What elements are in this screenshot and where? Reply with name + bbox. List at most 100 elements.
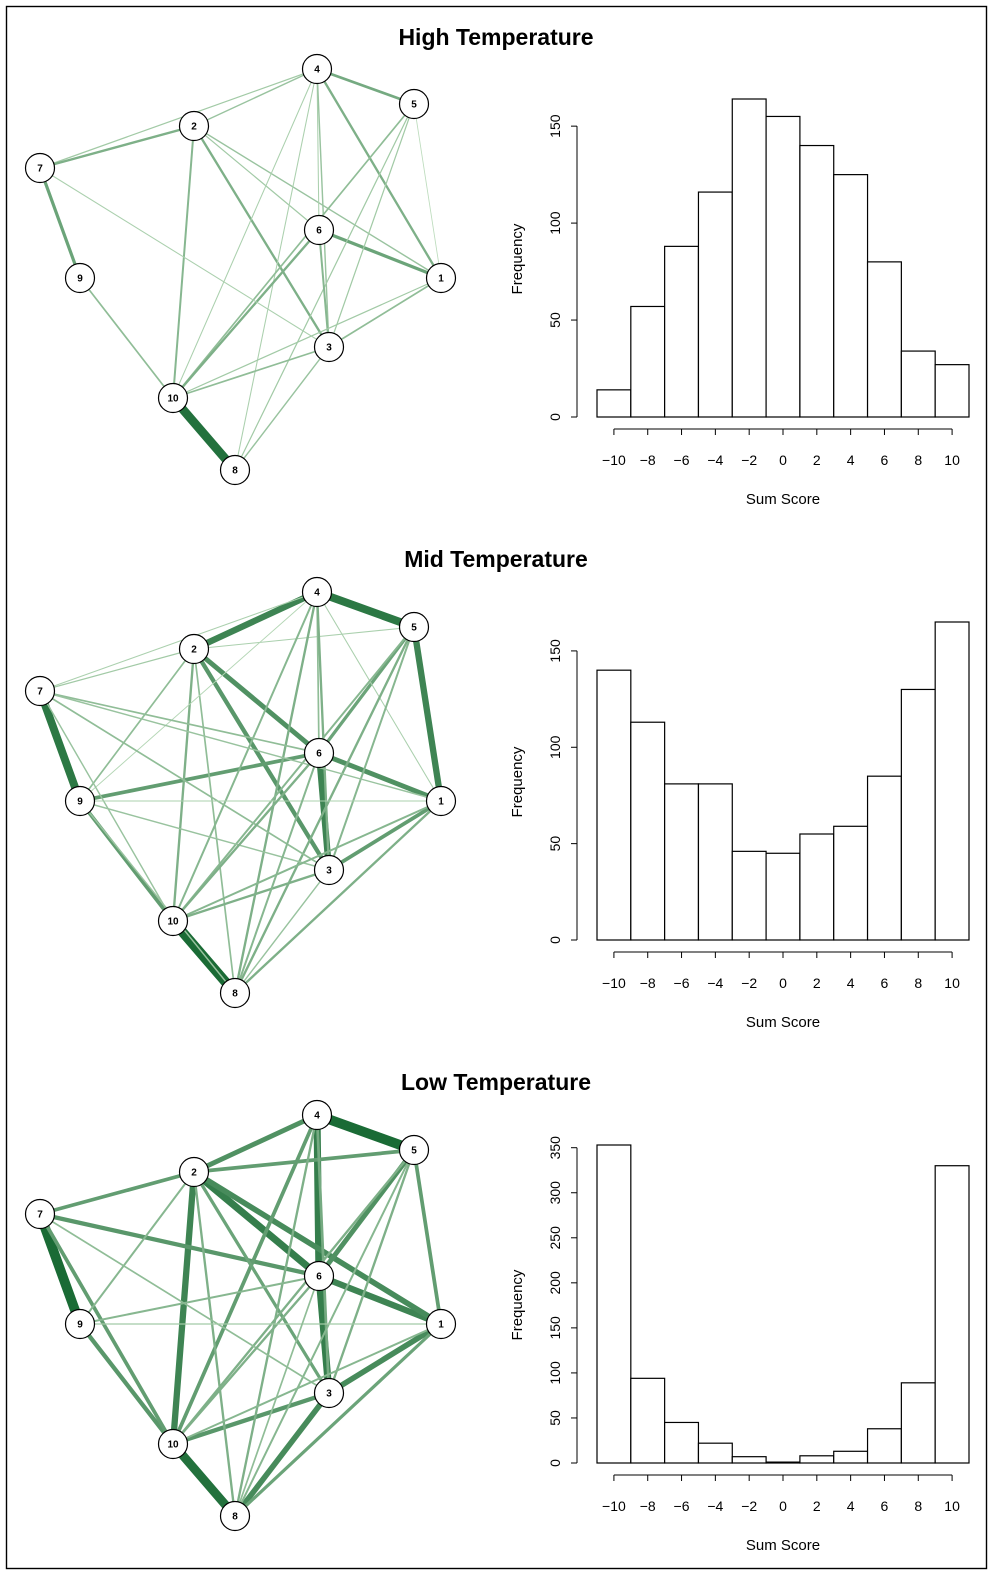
x-tick-label: 2 bbox=[813, 452, 821, 468]
y-tick-label: 150 bbox=[547, 639, 563, 663]
x-tick-label: −8 bbox=[640, 452, 656, 468]
node-1: 1 bbox=[425, 785, 457, 817]
network-edges bbox=[35, 1110, 445, 1521]
edge-1-10 bbox=[172, 277, 442, 399]
edge-6-3 bbox=[318, 229, 330, 348]
edge-2-9 bbox=[79, 648, 195, 802]
x-tick-label: −8 bbox=[640, 1498, 656, 1514]
node-10: 10 bbox=[157, 382, 189, 414]
y-tick-label: 150 bbox=[547, 114, 563, 138]
x-tick-label: 0 bbox=[779, 452, 787, 468]
y-tick-label: 200 bbox=[547, 1271, 563, 1295]
node-7: 7 bbox=[24, 1198, 56, 1230]
edge-2-3 bbox=[192, 1170, 331, 1395]
edge-7-9 bbox=[36, 687, 84, 805]
edge-5-3 bbox=[327, 1148, 416, 1395]
node-label: 1 bbox=[438, 1320, 444, 1331]
node-8: 8 bbox=[219, 454, 251, 486]
edge-2-6 bbox=[191, 646, 322, 756]
edge-7-1 bbox=[39, 690, 442, 802]
node-circle bbox=[301, 1099, 333, 1131]
x-tick-label: 8 bbox=[914, 975, 922, 991]
edge-9-6 bbox=[78, 751, 321, 803]
x-tick-label: −2 bbox=[741, 452, 757, 468]
node-label: 7 bbox=[37, 164, 43, 175]
edge-8-6 bbox=[234, 1275, 320, 1517]
histogram-bar bbox=[833, 1450, 869, 1464]
node-label: 9 bbox=[77, 1320, 83, 1331]
network-nodes: 1 2 3 4 5 6 7 8 9 10 bbox=[24, 1099, 457, 1532]
node-label: 6 bbox=[316, 226, 322, 237]
node-circle bbox=[64, 785, 96, 817]
x-tick-label: 0 bbox=[779, 1498, 787, 1514]
edge-2-7 bbox=[38, 124, 196, 170]
node-circle bbox=[301, 576, 333, 608]
histogram-bar bbox=[697, 1442, 733, 1464]
x-axis-title: Sum Score bbox=[746, 1014, 820, 1031]
histogram-bar bbox=[630, 1377, 666, 1464]
edge-4-8 bbox=[233, 1113, 319, 1518]
node-circle bbox=[398, 88, 430, 120]
edge-4-7 bbox=[39, 591, 318, 692]
node-label: 9 bbox=[77, 797, 83, 808]
edge-3-8 bbox=[234, 346, 330, 471]
node-4: 4 bbox=[301, 576, 333, 608]
node-circle bbox=[24, 1198, 56, 1230]
node-label: 2 bbox=[191, 122, 197, 133]
node-9: 9 bbox=[64, 785, 96, 817]
node-circle bbox=[313, 331, 345, 363]
edge-4-6 bbox=[316, 68, 320, 231]
edge-2-4 bbox=[191, 1112, 320, 1175]
histogram-bar bbox=[799, 833, 835, 941]
histogram-bar bbox=[731, 1456, 767, 1464]
edge-4-1 bbox=[315, 67, 443, 280]
edge-10-8 bbox=[168, 1439, 240, 1521]
edge-7-3 bbox=[39, 690, 330, 871]
edge-6-1 bbox=[316, 750, 444, 804]
x-tick-label: 10 bbox=[944, 975, 960, 991]
x-axis-title: Sum Score bbox=[746, 1537, 820, 1554]
edge-7-3 bbox=[39, 167, 330, 348]
y-axis-title: Frequency bbox=[509, 223, 526, 294]
node-circle bbox=[313, 854, 345, 886]
edge-5-1 bbox=[413, 103, 442, 279]
node-2: 2 bbox=[178, 633, 210, 665]
histogram-bar bbox=[630, 721, 666, 941]
histogram-bar bbox=[833, 825, 869, 941]
x-tick-label: 8 bbox=[914, 1498, 922, 1514]
edge-9-6 bbox=[79, 1275, 320, 1325]
x-tick-label: 2 bbox=[813, 1498, 821, 1514]
node-circle bbox=[425, 1308, 457, 1340]
histogram-bar bbox=[900, 1382, 936, 1464]
node-label: 4 bbox=[314, 1111, 320, 1122]
node-5: 5 bbox=[398, 1134, 430, 1166]
edge-2-1 bbox=[193, 125, 442, 279]
edge-7-10 bbox=[38, 1212, 175, 1446]
y-tick-label: 0 bbox=[547, 1459, 563, 1467]
x-tick-label: 6 bbox=[881, 1498, 889, 1514]
node-3: 3 bbox=[313, 854, 345, 886]
node-label: 8 bbox=[232, 989, 238, 1000]
node-3: 3 bbox=[313, 331, 345, 363]
node-label: 3 bbox=[326, 866, 332, 877]
x-tick-label: 0 bbox=[779, 975, 787, 991]
edge-1-8 bbox=[233, 1322, 443, 1518]
edge-10-6 bbox=[171, 751, 321, 923]
edge-4-3 bbox=[316, 68, 330, 348]
node-label: 3 bbox=[326, 1389, 332, 1400]
edge-4-10 bbox=[171, 1113, 319, 1446]
node-label: 7 bbox=[37, 1210, 43, 1221]
edge-5-10 bbox=[172, 626, 415, 922]
node-label: 8 bbox=[232, 1512, 238, 1523]
edge-2-8 bbox=[192, 1170, 237, 1518]
histogram-bar bbox=[630, 305, 666, 418]
edge-10-1 bbox=[172, 800, 442, 922]
edge-5-8 bbox=[233, 625, 416, 995]
histogram: Frequency Sum Score −10 −8 −6 −4 −2 0 2 4 6 8 1005… bbox=[509, 621, 970, 1031]
y-tick-label: 100 bbox=[547, 1361, 563, 1385]
histogram-bar bbox=[765, 1461, 801, 1464]
edge-2-10 bbox=[169, 1168, 198, 1448]
x-tick-label: −4 bbox=[707, 975, 723, 991]
node-circle bbox=[398, 611, 430, 643]
